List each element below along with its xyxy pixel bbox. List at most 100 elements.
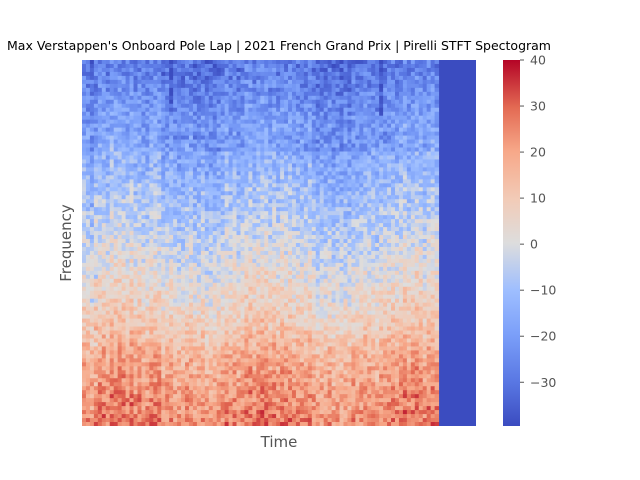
heatmap-cell [398,266,404,272]
heatmap-cell [295,199,301,204]
heatmap-cell [280,195,285,200]
heatmap-cell [208,187,214,192]
heatmap-cell [117,71,123,77]
heatmap-cell [236,246,241,252]
heatmap-cell [109,270,115,276]
heatmap-cell [323,67,329,73]
heatmap-cell [204,258,210,264]
heatmap-cell [82,250,87,256]
heatmap-cell [208,258,214,264]
heatmap-cell [379,143,384,149]
heatmap-cell [121,187,127,192]
heatmap-cell [228,239,234,244]
heatmap-cell [105,155,111,160]
heatmap-cell [196,254,202,260]
heatmap-cell [414,75,420,81]
heatmap-cell [264,95,269,101]
heatmap-cell [268,103,273,109]
heatmap-cell [295,119,301,125]
heatmap-cell [204,167,210,172]
heatmap-cell [398,223,404,228]
heatmap-cell [347,143,352,149]
heatmap-cell [256,258,261,264]
heatmap-cell [339,115,344,121]
heatmap-cell [125,179,131,184]
heatmap-cell [347,219,352,224]
heatmap-cell [359,155,364,160]
heatmap-cell [406,171,412,176]
heatmap-cell [276,274,281,280]
heatmap-cell [133,147,138,152]
heatmap-cell [169,123,174,129]
heatmap-cell [192,111,198,117]
heatmap-cell [101,139,107,145]
heatmap-cell [121,95,127,101]
heatmap-cell [82,91,87,97]
heatmap-cell [280,171,285,176]
heatmap-cell [212,91,218,97]
heatmap-cell [418,95,424,101]
heatmap-cell [82,211,87,216]
heatmap-cell [410,75,416,81]
heatmap-cell [117,79,123,85]
heatmap-cell [232,123,238,129]
heatmap-cell [268,246,273,252]
heatmap-cell [145,95,150,101]
heatmap-cell [430,254,436,260]
heatmap-cell [256,107,261,113]
heatmap-cell [232,239,238,244]
heatmap-cell [232,207,238,212]
heatmap-cell [327,111,333,117]
heatmap-cell [434,151,440,156]
heatmap-cell [252,123,257,129]
heatmap-cell [383,235,388,240]
heatmap-cell [410,159,416,164]
heatmap-cell [315,71,321,77]
heatmap-cell [315,219,321,224]
heatmap-cell [288,131,293,137]
heatmap-cell [291,258,297,264]
heatmap-cell [117,139,123,145]
heatmap-cell [343,143,348,149]
heatmap-cell [232,215,238,220]
heatmap-cell [200,171,206,176]
heatmap-cell [82,107,87,113]
heatmap-cell [288,83,293,89]
heatmap-cell [398,246,404,252]
heatmap-cell [212,250,218,256]
heatmap-cell [387,79,392,85]
heatmap-cell [121,243,127,248]
heatmap-cell [319,67,325,73]
heatmap-cell [165,179,170,184]
heatmap-cell [192,223,198,228]
heatmap-cell [272,131,277,137]
heatmap-cell [379,60,384,65]
heatmap-cell [280,95,285,101]
heatmap-cell [145,119,150,125]
heatmap-cell [272,95,277,101]
heatmap-cell [430,151,436,156]
heatmap-cell [240,191,245,196]
heatmap-cell [331,127,337,133]
heatmap-cell [355,143,360,149]
heatmap-cell [200,127,206,133]
heatmap-cell [141,119,146,125]
heatmap-cell [256,143,261,149]
heatmap-cell [426,262,432,268]
heatmap-cell [192,155,198,160]
heatmap-cell [375,75,380,81]
heatmap-cell [161,115,166,121]
heatmap-cell [351,199,356,204]
heatmap-cell [387,131,392,137]
heatmap-cell [165,207,170,212]
heatmap-cell [387,179,392,184]
heatmap-cell [149,179,154,184]
heatmap-cell [153,131,158,137]
heatmap-cell [422,207,428,212]
heatmap-cell [343,151,348,156]
heatmap-cell [212,83,218,89]
heatmap-cell [101,179,107,184]
heatmap-cell [347,67,352,73]
heatmap-cell [232,187,238,192]
heatmap-cell [268,119,273,125]
